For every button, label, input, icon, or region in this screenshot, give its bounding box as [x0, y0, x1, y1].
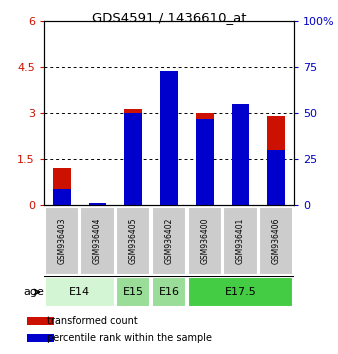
Text: GDS4591 / 1436610_at: GDS4591 / 1436610_at — [92, 11, 246, 24]
Text: GSM936403: GSM936403 — [57, 217, 66, 264]
Bar — [188, 207, 222, 275]
Text: GSM936406: GSM936406 — [272, 217, 281, 264]
Bar — [53, 189, 71, 205]
Bar — [45, 207, 79, 275]
Bar — [267, 116, 285, 205]
Bar — [259, 207, 293, 275]
Bar — [160, 71, 178, 205]
Bar — [196, 113, 214, 205]
Bar — [80, 207, 115, 275]
Text: GSM936401: GSM936401 — [236, 217, 245, 264]
Bar — [116, 277, 150, 307]
Bar — [232, 104, 249, 205]
Text: E16: E16 — [159, 287, 179, 297]
Bar — [27, 317, 54, 325]
Bar — [196, 119, 214, 205]
Text: age: age — [23, 287, 44, 297]
Text: GSM936400: GSM936400 — [200, 217, 209, 264]
Text: E17.5: E17.5 — [224, 287, 256, 297]
Bar — [232, 107, 249, 205]
Bar — [152, 277, 186, 307]
Bar — [45, 277, 115, 307]
Text: transformed count: transformed count — [47, 316, 138, 326]
Bar — [89, 202, 106, 205]
Bar — [188, 277, 293, 307]
Text: E15: E15 — [123, 287, 144, 297]
Text: GSM936402: GSM936402 — [165, 217, 173, 264]
Bar — [160, 71, 178, 205]
Bar — [152, 207, 186, 275]
Text: E14: E14 — [69, 287, 90, 297]
Bar — [116, 207, 150, 275]
Bar — [267, 150, 285, 205]
Text: percentile rank within the sample: percentile rank within the sample — [47, 333, 212, 343]
Bar — [53, 168, 71, 205]
Text: GSM936404: GSM936404 — [93, 217, 102, 264]
Bar — [27, 334, 54, 342]
Bar — [124, 113, 142, 205]
Text: GSM936405: GSM936405 — [129, 217, 138, 264]
Bar — [223, 207, 258, 275]
Bar — [124, 109, 142, 205]
